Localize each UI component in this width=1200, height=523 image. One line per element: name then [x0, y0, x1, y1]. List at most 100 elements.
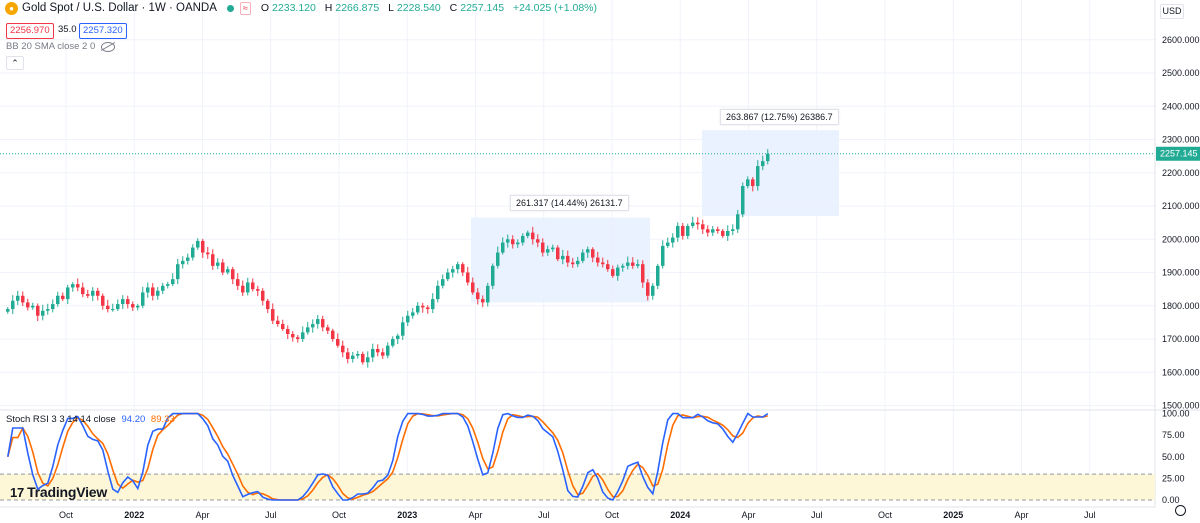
candle-body [346, 352, 350, 359]
last-price-value: 2257.145 [1160, 149, 1198, 159]
candle-body [156, 290, 160, 296]
candle-body [261, 290, 265, 301]
candle-body [121, 299, 125, 305]
candle-body [51, 304, 55, 310]
candle-body [606, 264, 610, 270]
time-tick-label: Oct [878, 510, 893, 520]
candle-body [401, 322, 405, 336]
time-tick-label: Apr [741, 510, 755, 520]
candle-body [331, 330, 335, 339]
candle-body [476, 292, 480, 300]
candle-body [741, 186, 745, 215]
candle-body [671, 237, 675, 243]
candle-body [216, 262, 220, 266]
candle-body [406, 315, 410, 323]
time-tick-label: Apr [1014, 510, 1028, 520]
currency-button[interactable]: USD [1160, 4, 1184, 19]
time-tick-label: Jul [1084, 510, 1096, 520]
candle-body [71, 284, 75, 288]
candle-body [376, 348, 380, 353]
time-tick-label: 2024 [670, 510, 690, 520]
candle-body [16, 295, 20, 301]
candle-body [186, 257, 190, 261]
candle-body [56, 295, 60, 305]
price-tick-label: 2400.000 [1162, 101, 1200, 111]
candle-body [581, 252, 585, 261]
candle-body [236, 279, 240, 286]
time-tick-label: Oct [59, 510, 74, 520]
bollinger-indicator-label[interactable]: BB 20 SMA close 2 0 [6, 41, 116, 52]
candle-body [276, 320, 280, 325]
candle-body [306, 327, 310, 333]
candle-body [696, 222, 700, 225]
candle-body [691, 222, 695, 226]
candle-body [546, 249, 550, 253]
candle-body [651, 285, 655, 296]
market-open-icon [226, 4, 234, 12]
candle-body [371, 348, 375, 358]
rsi-tick-label: 50.00 [1162, 452, 1185, 462]
candle-body [716, 229, 720, 231]
candle-body [361, 353, 365, 363]
stoch-rsi-legend[interactable]: Stoch RSI 3 3 14 14 close 94.20 89.33 [6, 414, 175, 425]
candle-body [736, 214, 740, 230]
candle-body [436, 285, 440, 300]
candle-body [411, 312, 415, 316]
candle-body [336, 339, 340, 346]
candle-body [766, 153, 770, 162]
candle-body [246, 282, 250, 293]
candle-body [176, 264, 180, 280]
price-tick-label: 2600.000 [1162, 35, 1200, 45]
indicator-name: BB 20 SMA close 2 0 [6, 41, 96, 52]
close-label: C [449, 2, 458, 14]
settings-gear-icon[interactable] [1175, 505, 1186, 516]
change-value: +24.025 (+1.08%) [512, 2, 598, 14]
stoch-rsi-d-line [7, 412, 768, 501]
price-tick-label: 1800.000 [1162, 301, 1200, 311]
chevron-up-icon[interactable]: ⌃ [6, 56, 24, 70]
candle-body [566, 255, 570, 263]
buy-button[interactable]: 2257.320 [79, 23, 127, 39]
candle-body [316, 319, 320, 325]
candle-body [61, 295, 65, 300]
candle-body [501, 242, 505, 253]
candle-body [751, 179, 755, 187]
candle-body [516, 242, 520, 245]
candle-body [206, 252, 210, 255]
rsi-tick-label: 75.00 [1162, 430, 1185, 440]
market-badge: ≈ [239, 1, 251, 15]
candle-body [6, 309, 10, 312]
candle-body [326, 327, 330, 331]
candle-body [626, 262, 630, 266]
candle-body [596, 257, 600, 263]
eye-hidden-icon[interactable] [101, 41, 116, 52]
candle-body [441, 279, 445, 286]
candle-body [171, 279, 175, 285]
candle-body [556, 247, 560, 260]
candle-body [551, 247, 555, 250]
stoch-rsi-k-value: 94.20 [121, 414, 146, 425]
candle-body [591, 249, 595, 258]
candle-body [311, 324, 315, 328]
candle-body [541, 242, 545, 253]
tradingview-mark-icon: 17 [10, 484, 25, 500]
candle-body [506, 239, 510, 243]
time-tick-label: Jul [538, 510, 550, 520]
candle-body [36, 305, 40, 316]
candle-body [531, 232, 535, 240]
candle-body [256, 289, 260, 291]
tradingview-logo[interactable]: 17 TradingView [10, 484, 107, 500]
price-tick-label: 2200.000 [1162, 168, 1200, 178]
candle-body [636, 264, 640, 266]
candle-body [76, 284, 80, 288]
price-tick-label: 2000.000 [1162, 234, 1200, 244]
time-tick-label: Jul [265, 510, 277, 520]
sell-button[interactable]: 2256.970 [6, 23, 54, 39]
candle-body [141, 292, 145, 306]
symbol-title[interactable]: Gold Spot / U.S. Dollar · 1W · OANDA [22, 2, 217, 14]
open-value: 2233.120 [272, 2, 316, 14]
candle-body [571, 262, 575, 265]
candle-body [761, 161, 765, 167]
candle-body [721, 230, 725, 236]
